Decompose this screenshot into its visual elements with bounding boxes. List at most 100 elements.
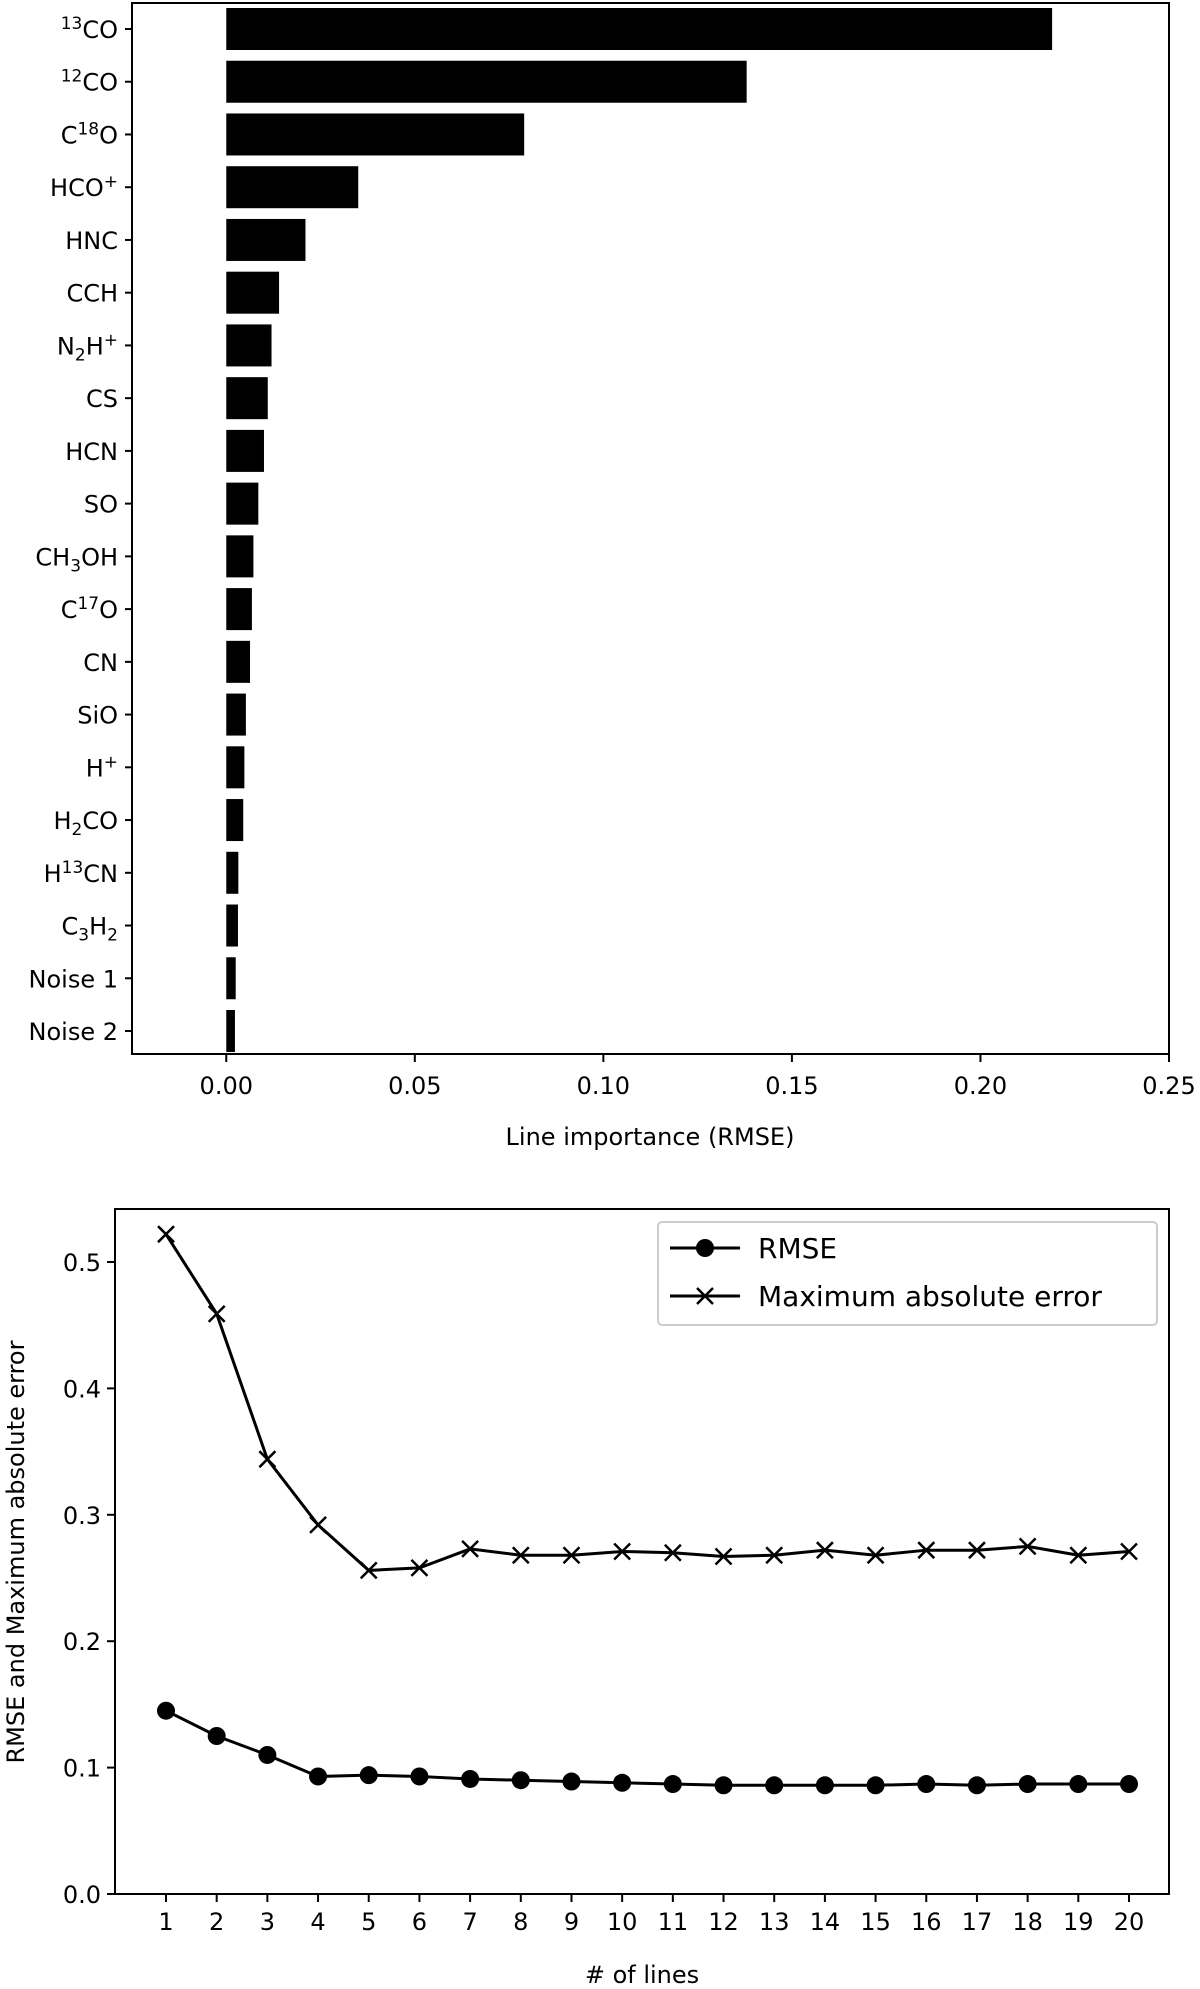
bar-x-tick-label: 0.05 bbox=[388, 1072, 441, 1100]
legend-x-marker bbox=[696, 1287, 714, 1305]
line-y-tick-label: 0.4 bbox=[63, 1375, 101, 1403]
bar-category-label: C18O bbox=[61, 119, 118, 149]
bar-x-tick-label: 0.20 bbox=[954, 1072, 1007, 1100]
line-x-tick-label: 14 bbox=[810, 1908, 841, 1936]
bar-x-tick-label: 0.00 bbox=[200, 1072, 253, 1100]
bar-category-label: C17O bbox=[61, 594, 118, 624]
max-error-point bbox=[765, 1546, 784, 1565]
bar-category-label: CS bbox=[86, 385, 118, 413]
max-error-point bbox=[1069, 1546, 1088, 1565]
rmse-point bbox=[157, 1701, 175, 1720]
line-x-ticks: 1 2 3 4 5 6 7 8 9 10 11 12 13 14 15 16 17 18 19 20 bbox=[158, 1894, 1144, 1936]
line-chart: 0.00.10.20.30.40.5 1 2 3 4 5 6 7 8 9 10 11 12 13 14 15… bbox=[2, 1208, 1170, 1989]
bar bbox=[226, 640, 251, 683]
bar-category-label: SiO bbox=[77, 702, 118, 730]
legend: RMSE Maximum absolute error bbox=[657, 1221, 1158, 1326]
bar-category-label: CN bbox=[83, 649, 118, 677]
bar bbox=[226, 693, 246, 736]
line-x-tick-label: 18 bbox=[1012, 1908, 1043, 1936]
bar bbox=[226, 1010, 235, 1052]
rmse-point bbox=[461, 1769, 480, 1788]
line-x-tick-label: 10 bbox=[607, 1908, 638, 1936]
bar-category-label: H13CN bbox=[44, 858, 118, 888]
legend-item: RMSE bbox=[670, 1232, 837, 1265]
rmse-point bbox=[714, 1776, 733, 1795]
max-error-point bbox=[1018, 1537, 1037, 1556]
max-error-point bbox=[613, 1542, 632, 1561]
line-x-tick-label: 12 bbox=[708, 1908, 739, 1936]
rmse-point bbox=[1069, 1775, 1088, 1794]
bar-category-label: 12CO bbox=[61, 67, 118, 97]
line-series bbox=[157, 1225, 1138, 1795]
rmse-point bbox=[309, 1767, 328, 1786]
bar-category-label: Noise 2 bbox=[29, 1018, 118, 1046]
rmse-point bbox=[562, 1772, 581, 1791]
legend-label: RMSE bbox=[758, 1232, 837, 1265]
line-y-tick-label: 0.0 bbox=[63, 1881, 101, 1909]
bar bbox=[226, 113, 525, 156]
bar-category-label: 13CO bbox=[61, 14, 118, 44]
line-x-tick-label: 3 bbox=[260, 1908, 275, 1936]
line-x-axis-label: # of lines bbox=[585, 1961, 699, 1989]
bar-marks bbox=[226, 8, 1053, 1052]
bar-x-tick-label: 0.10 bbox=[577, 1072, 630, 1100]
max-error-point bbox=[866, 1546, 885, 1565]
line-y-tick-label: 0.3 bbox=[63, 1502, 101, 1530]
line-x-tick-label: 13 bbox=[759, 1908, 790, 1936]
rmse-point bbox=[410, 1767, 429, 1786]
max-error-point bbox=[410, 1559, 429, 1577]
max-error-point bbox=[562, 1546, 581, 1565]
max-error-point bbox=[461, 1540, 479, 1558]
max-error-point bbox=[663, 1543, 682, 1562]
max-error-point bbox=[157, 1225, 175, 1244]
series-line bbox=[164, 1233, 1130, 1572]
line-x-tick-label: 19 bbox=[1063, 1908, 1094, 1936]
bar-category-label: HNC bbox=[65, 227, 118, 255]
max-error-point bbox=[511, 1546, 530, 1565]
line-x-tick-label: 2 bbox=[209, 1908, 224, 1936]
bar bbox=[226, 588, 252, 631]
bar bbox=[226, 8, 1053, 50]
bar-category-label: CCH bbox=[66, 280, 118, 308]
line-plot-frame bbox=[114, 1208, 1170, 1895]
bar bbox=[226, 799, 244, 842]
bar bbox=[226, 429, 264, 472]
line-x-tick-label: 7 bbox=[462, 1908, 477, 1936]
line-x-tick-label: 15 bbox=[860, 1908, 891, 1936]
line-x-tick-label: 20 bbox=[1114, 1908, 1145, 1936]
bar bbox=[226, 851, 239, 894]
bar-x-axis-label: Line importance (RMSE) bbox=[506, 1123, 795, 1151]
line-y-ticks: 0.0 0.1 0.2 0.3 0.4 0.5 bbox=[63, 1249, 115, 1909]
line-y-tick-label: 0.5 bbox=[63, 1249, 101, 1277]
max-error-point bbox=[816, 1541, 834, 1560]
bar-category-label: HCN bbox=[65, 438, 118, 466]
line-y-axis-label: RMSE and Maximum absolute error bbox=[2, 1340, 30, 1763]
line-x-tick-label: 16 bbox=[911, 1908, 942, 1936]
legend-box bbox=[657, 1221, 1158, 1326]
bar bbox=[226, 218, 306, 261]
line-y-tick-label: 0.1 bbox=[63, 1755, 101, 1783]
legend-circle-marker bbox=[696, 1239, 714, 1257]
bar-category-label: Noise 1 bbox=[29, 965, 118, 993]
max-error-point bbox=[968, 1541, 986, 1560]
max-error-point bbox=[359, 1561, 378, 1580]
bar-plot-frame bbox=[131, 2, 1170, 1055]
bar-category-label: N2H+​ bbox=[57, 330, 118, 365]
bar bbox=[226, 271, 280, 314]
max-error-point bbox=[207, 1304, 226, 1323]
rmse-point bbox=[967, 1776, 986, 1795]
rmse-point bbox=[613, 1773, 632, 1792]
rmse-point bbox=[866, 1776, 885, 1795]
rmse-point bbox=[258, 1745, 277, 1764]
line-x-tick-label: 6 bbox=[412, 1908, 427, 1936]
bar-category-labels: 13CO 12CO C18O HCO+​ HNC CCH N2H+​ CS HCN SO CH3OH… bbox=[29, 14, 132, 1046]
line-x-tick-label: 11 bbox=[658, 1908, 689, 1936]
bar-chart: 13CO 12CO C18O HCO+​ HNC CCH N2H+​ CS HCN SO CH3OH… bbox=[29, 2, 1196, 1151]
rmse-point bbox=[663, 1775, 682, 1794]
bar bbox=[226, 324, 272, 367]
line-x-tick-label: 4 bbox=[310, 1908, 325, 1936]
bar-category-label: CH3OH bbox=[35, 543, 118, 576]
line-x-tick-label: 1 bbox=[158, 1908, 173, 1936]
legend-label: Maximum absolute error bbox=[758, 1280, 1102, 1313]
